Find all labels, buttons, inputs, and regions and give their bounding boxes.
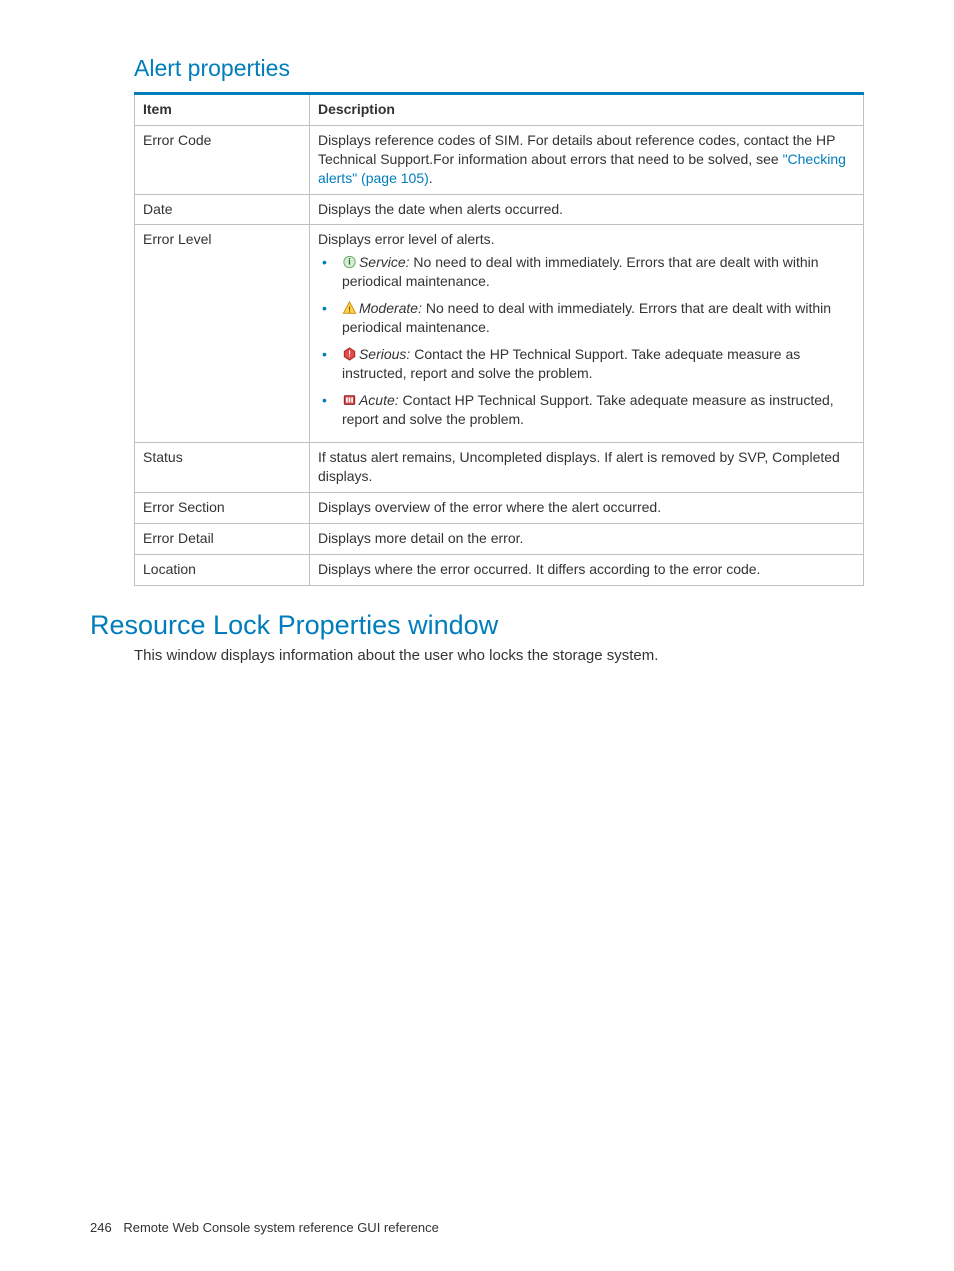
list-item: Acute: Contact HP Technical Support. Tak… <box>318 391 855 429</box>
cell-description: Displays error level of alerts. i Servic… <box>309 225 863 443</box>
desc-text: Displays reference codes of SIM. For det… <box>318 132 835 167</box>
table-header-description: Description <box>309 94 863 126</box>
table-header-item: Item <box>135 94 310 126</box>
section-intro: This window displays information about t… <box>134 647 864 664</box>
cell-item: Error Code <box>135 125 310 194</box>
cell-item: Error Level <box>135 225 310 443</box>
cell-description: Displays where the error occurred. It di… <box>309 555 863 586</box>
cell-description: Displays the date when alerts occurred. <box>309 194 863 225</box>
cell-item: Error Section <box>135 493 310 524</box>
cell-description: Displays overview of the error where the… <box>309 493 863 524</box>
cell-item: Date <box>135 194 310 225</box>
table-row: Error Section Displays overview of the e… <box>135 493 864 524</box>
level-text: Contact HP Technical Support. Take adequ… <box>342 392 834 427</box>
critical-icon <box>342 393 357 407</box>
level-text: No need to deal with immediately. Errors… <box>342 254 819 289</box>
cell-item: Error Detail <box>135 524 310 555</box>
table-row: Error Level Displays error level of aler… <box>135 225 864 443</box>
table-row: Location Displays where the error occurr… <box>135 555 864 586</box>
cell-item: Location <box>135 555 310 586</box>
section-title-resource-lock: Resource Lock Properties window <box>90 610 864 641</box>
svg-text:!: ! <box>348 306 351 315</box>
table-row: Status If status alert remains, Uncomple… <box>135 443 864 493</box>
cell-item: Status <box>135 443 310 493</box>
level-text: Contact the HP Technical Support. Take a… <box>342 346 800 381</box>
cell-description: Displays reference codes of SIM. For det… <box>309 125 863 194</box>
table-row: Error Detail Displays more detail on the… <box>135 524 864 555</box>
level-label: Acute: <box>359 392 399 408</box>
list-item: ! Serious: Contact the HP Technical Supp… <box>318 345 855 383</box>
list-item: i Service: No need to deal with immediat… <box>318 253 855 291</box>
info-icon: i <box>342 255 357 269</box>
warning-icon: ! <box>342 301 357 315</box>
cell-description: If status alert remains, Uncompleted dis… <box>309 443 863 493</box>
level-label: Serious: <box>359 346 410 362</box>
page-footer: 246 Remote Web Console system reference … <box>90 1220 439 1235</box>
cell-description: Displays more detail on the error. <box>309 524 863 555</box>
section-title-alert-properties: Alert properties <box>134 55 864 82</box>
footer-text: Remote Web Console system reference GUI … <box>123 1220 439 1235</box>
svg-text:!: ! <box>348 350 351 359</box>
level-label: Service: <box>359 254 410 270</box>
alert-properties-table: Item Description Error Code Displays ref… <box>134 92 864 586</box>
error-icon: ! <box>342 347 357 361</box>
error-level-list: i Service: No need to deal with immediat… <box>318 253 855 428</box>
level-label: Moderate: <box>359 300 422 316</box>
list-item: ! Moderate: No need to deal with immedia… <box>318 299 855 337</box>
page-number: 246 <box>90 1220 112 1235</box>
table-row: Error Code Displays reference codes of S… <box>135 125 864 194</box>
desc-text-after: . <box>429 170 433 186</box>
table-row: Date Displays the date when alerts occur… <box>135 194 864 225</box>
error-level-lead: Displays error level of alerts. <box>318 231 495 247</box>
svg-text:i: i <box>348 257 350 267</box>
